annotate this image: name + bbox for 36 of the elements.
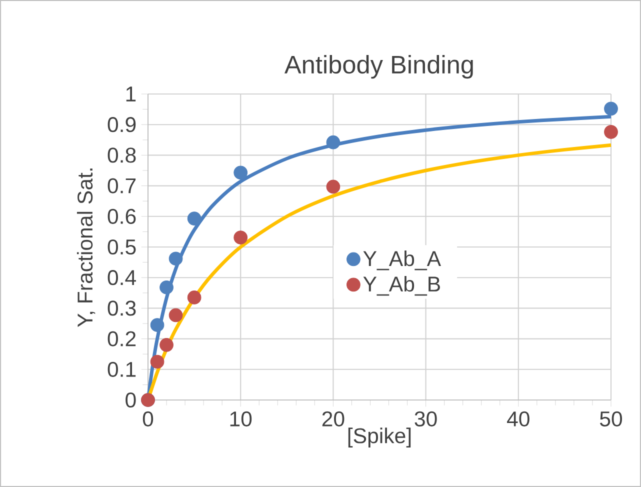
point — [150, 354, 164, 369]
y-tick-label: 1 — [126, 86, 136, 102]
y-axis-title: Y, Fractional Sat. — [76, 168, 96, 327]
point — [187, 212, 202, 226]
point — [160, 280, 174, 294]
x-tick-label: 40 — [507, 411, 530, 426]
point — [234, 230, 248, 244]
point — [150, 318, 164, 332]
legend-label: Y_Ab_A — [363, 250, 442, 270]
point — [168, 308, 183, 322]
y-tick-label: 0.3 — [108, 300, 136, 316]
y-tick-label: 0.7 — [108, 178, 136, 194]
y-tick-label: 0.6 — [108, 208, 136, 224]
point — [326, 135, 340, 150]
x-axis-title: [Spike] — [348, 428, 411, 448]
y-tick-label: 0.5 — [108, 239, 136, 255]
x-tick-label: 0 — [142, 411, 154, 426]
x-tick-label: 30 — [414, 411, 437, 426]
point — [234, 166, 248, 180]
x-tick-label: 50 — [600, 411, 622, 426]
y-tick-label: 0.8 — [108, 148, 136, 163]
point — [604, 125, 618, 139]
y-tick-label: 0.1 — [108, 362, 136, 377]
point — [168, 252, 183, 266]
y-tick-label: 0.9 — [108, 117, 136, 132]
point — [187, 290, 202, 304]
legend-label: Y_Ab_B — [363, 276, 440, 296]
point — [326, 180, 340, 194]
chart-title: Antibody Binding — [284, 55, 473, 79]
x-tick-label: 20 — [322, 411, 344, 426]
y-tick-label: 0.4 — [108, 270, 136, 286]
x-tick-label: 10 — [230, 411, 252, 426]
y-tick-label: 0 — [126, 392, 136, 408]
point — [604, 102, 618, 116]
y-tick-label: 0.2 — [108, 331, 136, 346]
point — [160, 338, 174, 352]
